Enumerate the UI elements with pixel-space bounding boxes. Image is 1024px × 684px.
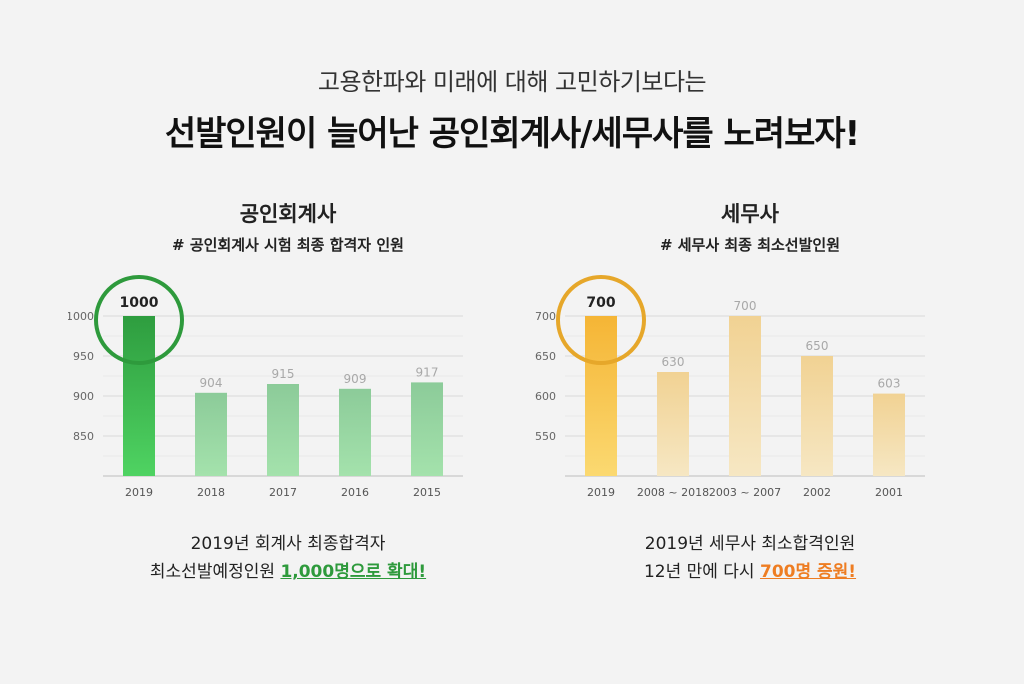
tax-bar-chart: 550 600 650 700 700 2019 630 2008 ~ 2018 700 2003… <box>535 275 925 499</box>
cpa-bar <box>195 392 227 476</box>
tax-x-tick-label: 2003 ~ 2007 <box>709 486 781 499</box>
page-subtitle: 고용한파와 미래에 대해 고민하기보다는 <box>317 68 707 96</box>
tax-accountant-panel: 세무사 # 세무사 최종 최소선발인원 550 600 650 700 700 2019 6… <box>530 190 970 610</box>
tax-caption: 2019년 세무사 최소합격인원 12년 만에 다시 700명 증원! <box>530 530 970 586</box>
cpa-bar <box>267 384 299 476</box>
cpa-title: 공인회계사 <box>239 202 337 226</box>
tax-bar <box>801 356 833 476</box>
cpa-caption-prefix: 최소선발예정인원 <box>149 562 281 582</box>
cpa-caption-line2: 최소선발예정인원 1,000명으로 확대! <box>68 558 508 586</box>
tax-value-label: 700 <box>734 299 757 313</box>
tax-caption-line2: 12년 만에 다시 700명 증원! <box>530 558 970 586</box>
tax-y-tick-label: 600 <box>535 390 556 403</box>
cpa-hashtag: # 공인회계사 시험 최종 합격자 인원 <box>172 236 404 254</box>
tax-caption-line1: 2019년 세무사 최소합격인원 <box>644 534 856 554</box>
tax-bar <box>729 316 761 476</box>
tax-y-tick-label: 700 <box>535 310 556 323</box>
tax-x-tick-label: 2019 <box>587 486 615 499</box>
cpa-panel: 공인회계사 # 공인회계사 시험 최종 합격자 인원 850 900 950 1000… <box>68 190 508 610</box>
cpa-bar <box>123 316 155 476</box>
page-title: 선발인원이 늘어난 공인회계사/세무사를 노려보자! <box>164 114 860 154</box>
cpa-x-tick-label: 2015 <box>413 486 441 499</box>
tax-hashtag: # 세무사 최종 최소선발인원 <box>659 236 841 254</box>
cpa-y-tick-label: 1000 <box>68 310 94 323</box>
tax-title: 세무사 <box>721 202 779 226</box>
tax-y-tick-label: 650 <box>535 350 556 363</box>
tax-caption-prefix: 12년 만에 다시 <box>643 562 760 582</box>
cpa-y-tick-label: 850 <box>73 430 94 443</box>
tax-value-label: 603 <box>878 377 901 391</box>
cpa-bar-chart: 850 900 950 1000 1000 2019 904 2018 915 2017 909 20… <box>68 275 463 499</box>
tax-bar <box>873 393 905 476</box>
tax-y-tick-label: 550 <box>535 430 556 443</box>
cpa-value-label: 904 <box>200 376 223 390</box>
cpa-y-tick-label: 900 <box>73 390 94 403</box>
cpa-value-label: 917 <box>416 365 439 379</box>
cpa-caption-highlight: 1,000명으로 확대! <box>280 562 427 582</box>
cpa-value-label: 1000 <box>120 295 159 311</box>
tax-x-tick-label: 2001 <box>875 486 903 499</box>
tax-value-label: 650 <box>806 339 829 353</box>
cpa-bar <box>411 382 443 476</box>
cpa-caption: 2019년 회계사 최종합격자 최소선발예정인원 1,000명으로 확대! <box>68 530 508 586</box>
cpa-highlight-ring <box>94 275 184 365</box>
tax-x-tick-label: 2008 ~ 2018 <box>637 486 709 499</box>
cpa-value-label: 909 <box>344 372 367 386</box>
cpa-value-label: 915 <box>272 367 295 381</box>
cpa-x-tick-label: 2019 <box>125 486 153 499</box>
cpa-x-tick-label: 2016 <box>341 486 369 499</box>
cpa-y-tick-label: 950 <box>73 350 94 363</box>
tax-bar <box>657 372 689 476</box>
tax-highlight-ring <box>556 275 646 365</box>
tax-x-tick-label: 2002 <box>803 486 831 499</box>
cpa-x-tick-label: 2017 <box>269 486 297 499</box>
cpa-caption-line1: 2019년 회계사 최종합격자 <box>190 534 386 554</box>
tax-caption-highlight: 700명 증원! <box>759 562 857 582</box>
cpa-x-tick-label: 2018 <box>197 486 225 499</box>
cpa-bar <box>339 388 371 476</box>
tax-bar <box>585 316 617 476</box>
tax-value-label: 700 <box>586 295 615 311</box>
tax-value-label: 630 <box>662 355 685 369</box>
